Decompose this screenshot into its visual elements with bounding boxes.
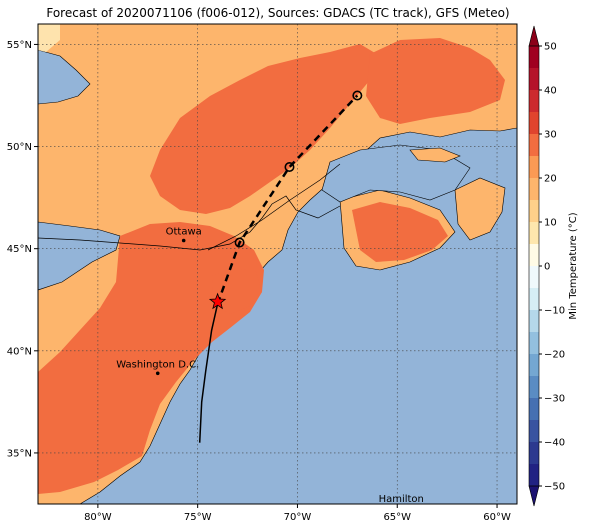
x-axis-ticks: 80°W 75°W 70°W 65°W 60°W: [84, 504, 511, 523]
map-frame: [37, 23, 518, 505]
y-tick-label: 55°N: [7, 40, 32, 51]
colorbar-bin: [529, 156, 539, 179]
colorbar-bin: [529, 442, 539, 465]
colorbar-bin: [529, 90, 539, 113]
colorbar-bin: [529, 222, 539, 245]
colorbar-tick-label: 10: [544, 218, 557, 229]
colorbar: [528, 25, 540, 507]
y-axis-ticks: 55°N 50°N 45°N 40°N 35°N: [7, 40, 38, 459]
colorbar-tick-label: 40: [544, 86, 557, 97]
hot-region-corridor: [38, 222, 264, 494]
colorbar-bin: [529, 288, 539, 311]
x-tick-label: 70°W: [284, 512, 312, 523]
colorbar-bin: [529, 68, 539, 91]
colorbar-label: Min Temperature (°C): [568, 212, 579, 319]
map-grid: [38, 24, 517, 504]
city-label: Ottawa: [166, 227, 202, 238]
colorbar-bin: [529, 178, 539, 201]
map-title: Forecast of 2020071106 (f006-012), Sourc…: [46, 6, 510, 20]
city-markers: Ottawa Washington D.C. Hamilton: [116, 227, 424, 510]
colorbar-bin: [529, 398, 539, 421]
y-tick-label: 50°N: [7, 142, 32, 153]
colorbar-tick-label: 0: [544, 262, 550, 273]
map-plot-area: Ottawa Washington D.C. Hamilton: [38, 24, 517, 510]
city-dot: [155, 371, 160, 376]
hot-region-east: [366, 38, 505, 124]
colorbar-extend-bottom: [528, 485, 540, 507]
james-bay: [38, 49, 91, 105]
colorbar-bin: [529, 244, 539, 267]
x-tick-label: 60°W: [483, 512, 511, 523]
colorbar-tick-label: 50: [544, 42, 557, 53]
y-tick-label: 45°N: [7, 244, 32, 255]
hot-region-north: [150, 44, 380, 214]
anticosti-island: [409, 147, 461, 163]
city-dot: [181, 238, 186, 243]
colorbar-tick-label: −30: [544, 394, 565, 405]
colorbar-bin: [529, 112, 539, 135]
colorbar-bin: [529, 266, 539, 289]
colorbar-tick-label: −40: [544, 438, 565, 449]
colorbar-bin: [529, 354, 539, 377]
colorbar-bin: [529, 310, 539, 333]
y-tick-label: 35°N: [7, 448, 32, 459]
forecast-point-marker: [352, 90, 363, 101]
x-tick-label: 65°W: [383, 512, 411, 523]
observed-track-line: [198, 303, 219, 443]
st-lawrence-river: [207, 163, 341, 251]
star-icon: [208, 292, 227, 310]
forecast-point-marker: [234, 237, 245, 248]
colorbar-tick-label: −20: [544, 350, 565, 361]
colorbar-ticks: 50 40 30 20 10 0 −10 −20 −30 −40 −50: [539, 42, 565, 493]
y-tick-label: 40°N: [7, 346, 32, 357]
newfoundland-land: [454, 177, 506, 241]
x-tick-label: 80°W: [84, 512, 112, 523]
hot-region-maritimes: [352, 202, 448, 262]
colorbar-bin: [529, 200, 539, 223]
colorbar-bin: [529, 376, 539, 399]
x-tick-label: 75°W: [184, 512, 212, 523]
forecast-point-marker: [284, 161, 295, 172]
city-label: Hamilton: [379, 494, 424, 505]
colorbar-bin: [529, 332, 539, 355]
colorbar-bin: [529, 134, 539, 157]
colorbar-bin: [529, 420, 539, 443]
colorbar-tick-label: 30: [544, 130, 557, 141]
mild-region: [38, 24, 60, 52]
city-label: Washington D.C.: [116, 359, 199, 370]
hot-region-coast: [212, 268, 262, 314]
colorbar-extend-top: [528, 25, 540, 47]
colorbar-bin: [529, 46, 539, 69]
colorbar-tick-label: 20: [544, 174, 557, 185]
colorbar-bin: [529, 464, 539, 487]
city-dot: [399, 506, 403, 510]
us-canada-border: [38, 195, 341, 251]
colorbar-tick-label: −50: [544, 482, 565, 493]
forecast-points: [234, 90, 363, 248]
forecast-track-line: [216, 94, 359, 305]
colorbar-tick-label: −10: [544, 306, 565, 317]
